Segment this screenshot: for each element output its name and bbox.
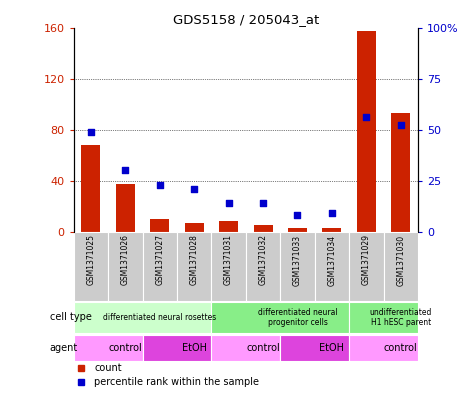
Text: GSM1371031: GSM1371031: [224, 234, 233, 285]
Point: [122, 167, 129, 174]
Text: GSM1371030: GSM1371030: [396, 234, 405, 285]
Text: GSM1371032: GSM1371032: [258, 234, 267, 285]
Bar: [74, 334, 142, 360]
Text: GSM1371028: GSM1371028: [190, 234, 199, 285]
Bar: [246, 231, 280, 301]
Bar: [211, 302, 349, 333]
Text: differentiated neural rosettes: differentiated neural rosettes: [103, 313, 216, 322]
Point: [87, 129, 95, 135]
Bar: [391, 113, 410, 231]
Bar: [108, 231, 142, 301]
Bar: [349, 302, 418, 333]
Bar: [357, 31, 376, 231]
Point: [156, 182, 163, 188]
Bar: [288, 228, 307, 231]
Bar: [142, 334, 211, 360]
Text: control: control: [384, 343, 418, 353]
Point: [294, 212, 301, 219]
Point: [259, 200, 267, 206]
Bar: [323, 228, 342, 231]
Bar: [177, 231, 211, 301]
Text: agent: agent: [49, 343, 78, 353]
Bar: [81, 145, 100, 231]
Title: GDS5158 / 205043_at: GDS5158 / 205043_at: [173, 13, 319, 26]
Bar: [314, 231, 349, 301]
Bar: [349, 231, 384, 301]
Bar: [150, 219, 169, 231]
Bar: [74, 231, 108, 301]
Point: [225, 200, 232, 206]
Text: control: control: [246, 343, 280, 353]
Text: GSM1371027: GSM1371027: [155, 234, 164, 285]
Text: EtOH: EtOH: [319, 343, 344, 353]
Bar: [211, 334, 280, 360]
Point: [397, 122, 405, 129]
Text: GSM1371025: GSM1371025: [86, 234, 95, 285]
Text: percentile rank within the sample: percentile rank within the sample: [94, 377, 259, 387]
Text: EtOH: EtOH: [181, 343, 207, 353]
Text: differentiated neural
progenitor cells: differentiated neural progenitor cells: [257, 308, 337, 327]
Text: GSM1371034: GSM1371034: [327, 234, 336, 285]
Bar: [254, 225, 273, 231]
Text: GSM1371033: GSM1371033: [293, 234, 302, 285]
Point: [190, 185, 198, 192]
Bar: [384, 231, 418, 301]
Bar: [116, 184, 135, 231]
Bar: [349, 334, 418, 360]
Bar: [142, 231, 177, 301]
Point: [328, 210, 336, 217]
Text: control: control: [108, 343, 142, 353]
Bar: [74, 302, 211, 333]
Bar: [219, 221, 238, 231]
Bar: [185, 223, 204, 231]
Bar: [280, 334, 349, 360]
Text: undifferentiated
H1 hESC parent: undifferentiated H1 hESC parent: [370, 308, 432, 327]
Text: count: count: [94, 363, 122, 373]
Text: GSM1371026: GSM1371026: [121, 234, 130, 285]
Bar: [280, 231, 314, 301]
Point: [362, 114, 370, 121]
Bar: [211, 231, 246, 301]
Text: GSM1371029: GSM1371029: [362, 234, 371, 285]
Text: cell type: cell type: [49, 312, 91, 322]
